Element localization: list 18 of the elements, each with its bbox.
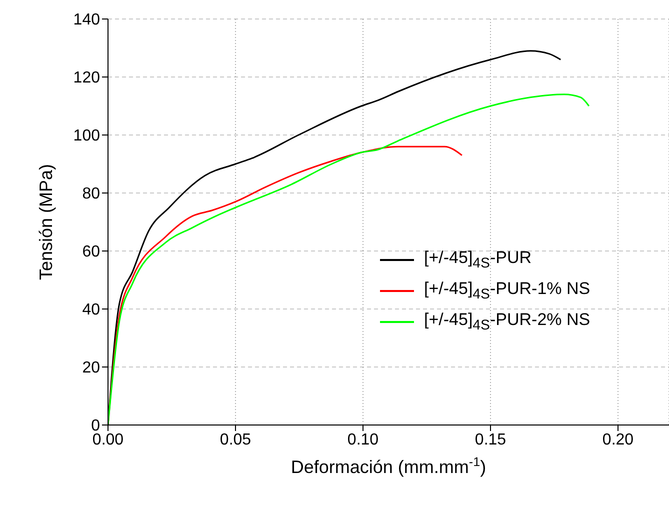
y-tick-label: 40 (82, 302, 100, 319)
x-tick-label: 0.20 (602, 431, 634, 448)
line-series (108, 94, 590, 425)
y-tick-label: 20 (82, 360, 100, 377)
y-tick-label: 120 (73, 70, 100, 87)
x-tick-label: 0.05 (220, 431, 252, 448)
y-tick-label: 80 (82, 186, 100, 203)
x-axis-title: Deformación (mm.mm$^{-1}$) (290, 455, 486, 477)
legend-label: [+/-45]$_{4S}$-PUR (424, 248, 532, 272)
y-tick-label: 140 (73, 12, 100, 29)
y-tick-label: 100 (73, 128, 100, 145)
x-tick-label: 0.10 (347, 431, 379, 448)
x-tick-label: 0.15 (474, 431, 506, 448)
y-axis-title: Tensión (MPa) (36, 164, 56, 280)
legend-label: [+/-45]$_{4S}$-PUR-1% NS (424, 278, 590, 302)
legend-label: [+/-45]$_{4S}$-PUR-2% NS (424, 310, 590, 334)
y-tick-label: 60 (82, 244, 100, 261)
x-tick-label: 0.00 (92, 431, 124, 448)
